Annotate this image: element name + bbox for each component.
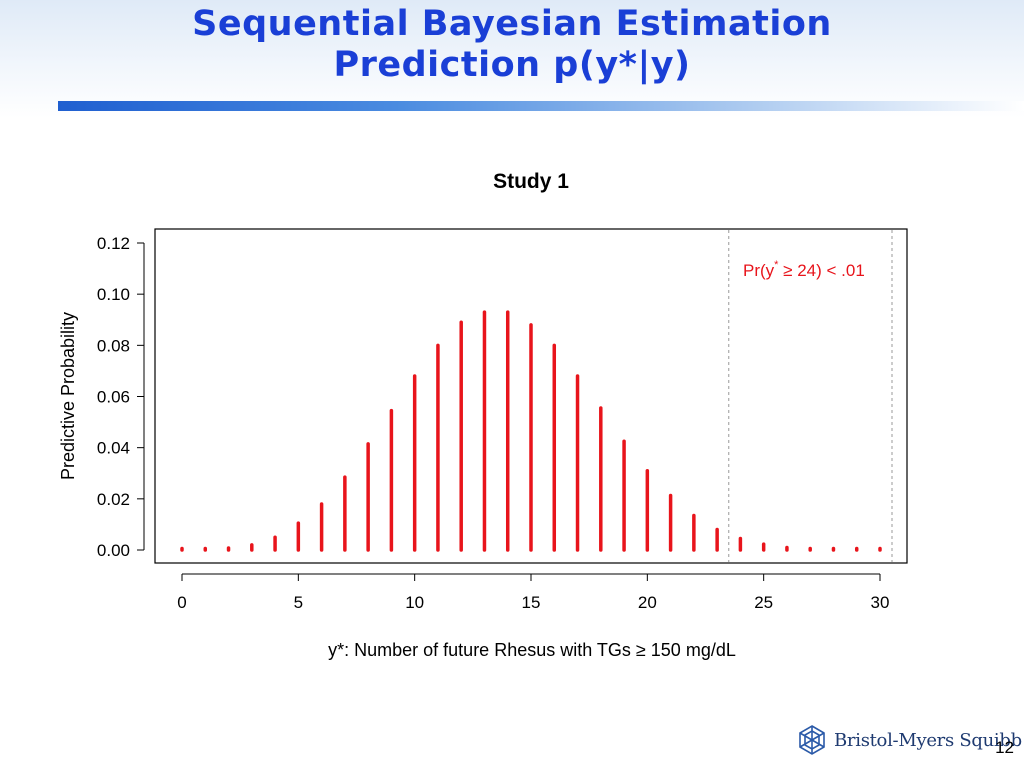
x-tick-label: 30: [871, 593, 890, 612]
y-axis: 0.00 0.02 0.04 0.06 0.08 0.10 0.12: [97, 234, 145, 560]
slide-title: Sequential Bayesian Estimation Predictio…: [0, 4, 1024, 86]
y-tick-label: 0.08: [97, 336, 130, 355]
slide-title-line1: Sequential Bayesian Estimation: [192, 4, 832, 44]
title-rule: [58, 101, 1024, 111]
probability-annotation: Pr(y* ≥ 24) < .01: [743, 259, 865, 280]
y-tick-label: 0.00: [97, 541, 130, 560]
slide-title-line2: Prediction p(y*|y): [333, 45, 691, 85]
predictive-probability-chart: Study 1 0.00 0.02 0.04 0.06 0.08 0.10 0.12 0 5 1…: [58, 170, 908, 660]
y-tick-label: 0.10: [97, 285, 130, 304]
plot-frame: [154, 228, 908, 564]
annotation-main: Pr(y: [743, 261, 775, 280]
page-number: 12: [995, 738, 1014, 757]
y-tick-label: 0.02: [97, 490, 130, 509]
x-axis-label: y*: Number of future Rhesus with TGs ≥ 1…: [328, 640, 736, 660]
x-axis: 0 5 10 15 20 25 30: [177, 573, 890, 612]
x-tick-label: 20: [638, 593, 657, 612]
bar-series: [180, 310, 882, 552]
bms-logo-icon: [799, 725, 825, 755]
annotation-sup: *: [774, 259, 779, 271]
x-tick-label: 15: [522, 593, 541, 612]
header-band: [0, 0, 1024, 118]
y-tick-label: 0.12: [97, 234, 130, 253]
y-tick-label: 0.04: [97, 439, 130, 458]
bms-logo: Bristol-Myers Squibb: [796, 722, 1022, 758]
x-tick-label: 0: [177, 593, 186, 612]
x-tick-label: 10: [405, 593, 424, 612]
chart-title: Study 1: [493, 170, 569, 193]
y-tick-label: 0.06: [97, 388, 130, 407]
annotation-rest: ≥ 24) < .01: [778, 261, 864, 280]
y-axis-label: Predictive Probability: [58, 312, 78, 480]
x-tick-label: 5: [294, 593, 303, 612]
x-tick-label: 25: [754, 593, 773, 612]
logo-text: Bristol-Myers Squibb: [834, 729, 1022, 751]
